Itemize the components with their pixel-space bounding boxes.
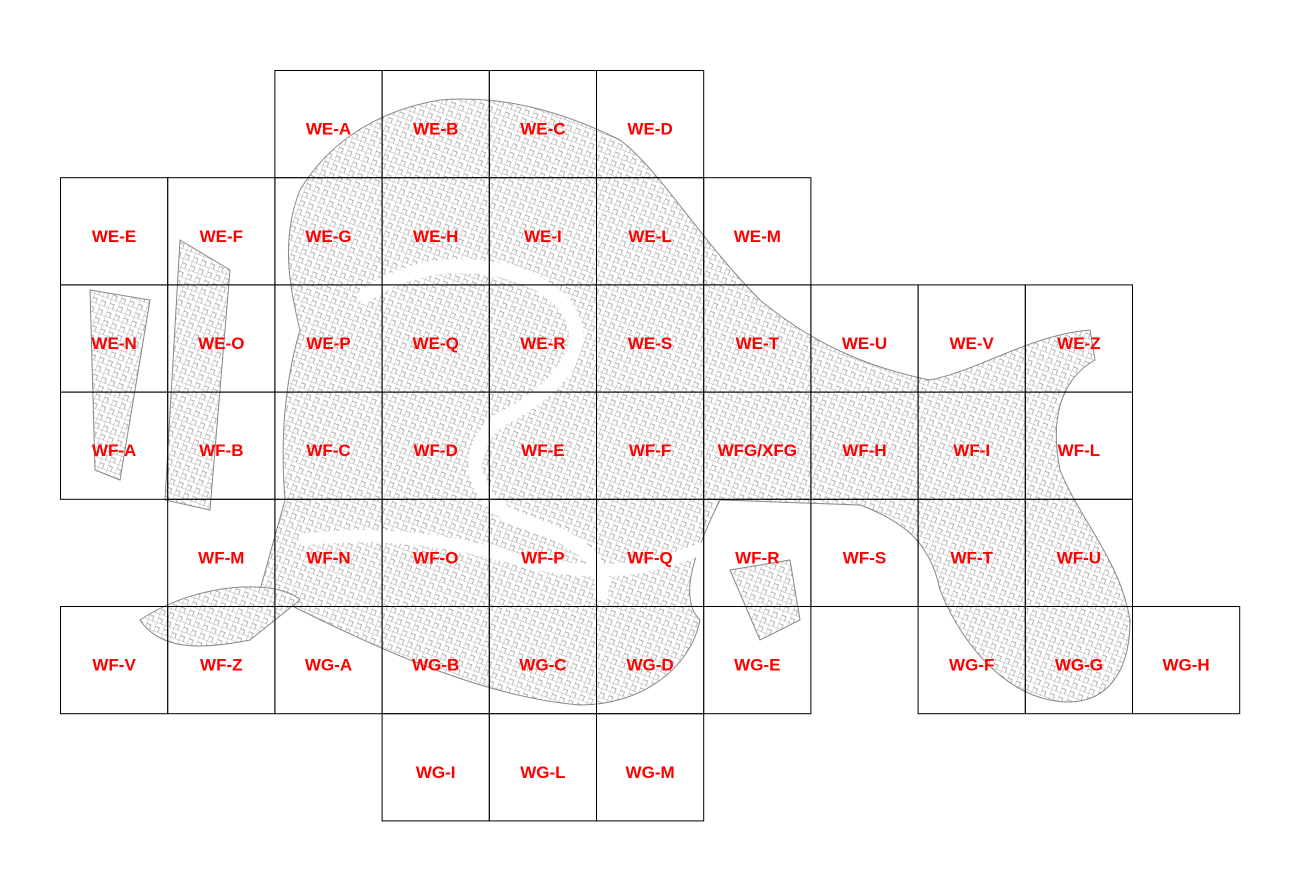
tile-label: WF-V (92, 656, 136, 675)
tile-label: WE-Q (413, 334, 459, 353)
tile-label: WF-Z (200, 656, 242, 675)
tile-label: WE-H (413, 227, 458, 246)
tile-label: WG-D (626, 656, 673, 675)
tile-grid: WE-A WE-B WE-C WE-D WE-E WE-F WE-G WE-H WE-I WE-L… (60, 70, 1241, 822)
tile-label: WF-O (413, 548, 458, 567)
tile-label: WE-L (628, 227, 671, 246)
tile-label: WF-M (198, 548, 244, 567)
tile-label: WG-H (1162, 656, 1209, 675)
tile-label: WF-E (521, 441, 564, 460)
island-outline (89, 98, 1131, 706)
tile-label: WG-E (734, 656, 780, 675)
tile-label: WE-C (520, 120, 565, 139)
tile-label: WF-T (950, 548, 993, 567)
tile-label: WF-B (199, 441, 243, 460)
tile-label: WE-G (305, 227, 351, 246)
tile-label: WE-Z (1057, 334, 1100, 353)
tile-label: WE-O (198, 334, 244, 353)
tile-label: WE-F (200, 227, 243, 246)
tile-label: WG-A (305, 656, 352, 675)
tile-label: WF-I (953, 441, 990, 460)
tile-label: WF-F (629, 441, 671, 460)
tile-label: WE-I (524, 227, 562, 246)
tile-label: WG-I (416, 763, 456, 782)
tile-label: WG-C (519, 656, 566, 675)
tile-label: WFG/XFG (718, 441, 797, 460)
tile-label: WE-D (627, 120, 672, 139)
tile-label: WF-N (306, 548, 350, 567)
tile-label: WF-H (842, 441, 886, 460)
tile-label: WF-R (735, 548, 779, 567)
tile-label: WE-E (92, 227, 136, 246)
tile-label: WG-F (949, 656, 994, 675)
tile-label: WE-A (306, 120, 351, 139)
tile-label: WG-B (412, 656, 459, 675)
tile-label: WF-L (1058, 441, 1100, 460)
tile-label: WG-L (520, 763, 565, 782)
tile-label: WE-S (628, 334, 672, 353)
tile-label: WF-Q (627, 548, 672, 567)
tile-label: WE-M (734, 227, 781, 246)
tile-label: WG-G (1055, 656, 1103, 675)
tile-label: WF-C (306, 441, 350, 460)
tile-cell (703, 606, 812, 715)
tile-label: WG-M (626, 763, 675, 782)
tile-label: WF-P (521, 548, 564, 567)
tile-label: WF-S (843, 548, 886, 567)
tile-label: WE-N (91, 334, 136, 353)
tile-label: WE-P (306, 334, 350, 353)
tile-label: WF-D (414, 441, 458, 460)
tile-label: WE-R (520, 334, 565, 353)
tile-cell (596, 713, 705, 822)
tile-label: WF-A (92, 441, 136, 460)
tile-label: WE-V (950, 334, 995, 353)
tile-label: WE-T (736, 334, 780, 353)
tile-cell (1132, 606, 1241, 715)
tile-label: WE-B (413, 120, 458, 139)
tile-label: WF-U (1057, 548, 1101, 567)
tile-label: WE-U (842, 334, 887, 353)
